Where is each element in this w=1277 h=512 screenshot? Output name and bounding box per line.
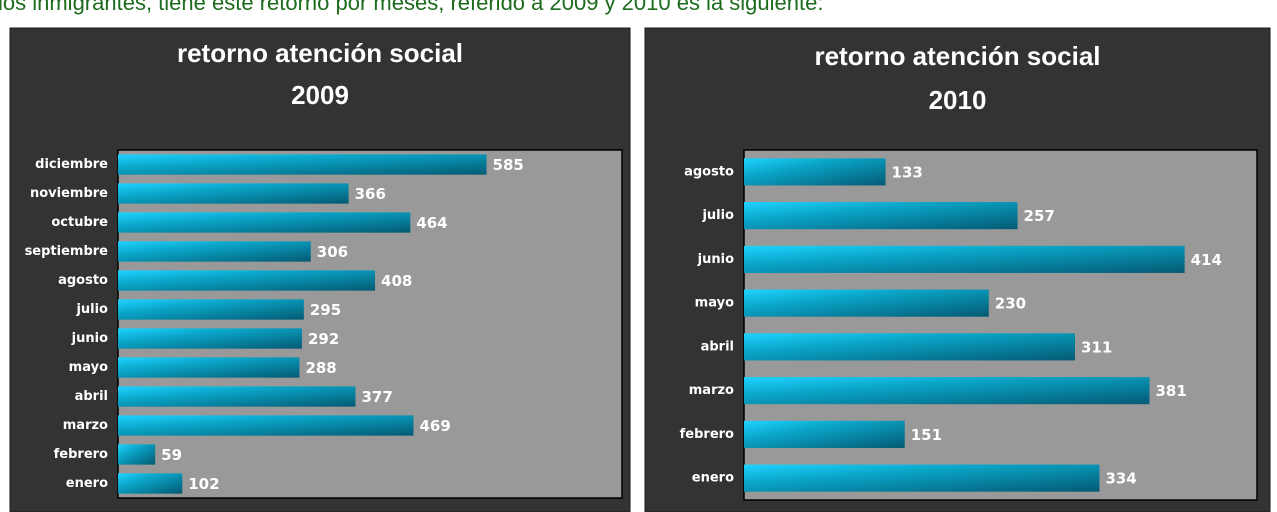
value-label: 464 [416,214,447,232]
bar [118,415,414,436]
bar [744,464,1100,492]
category-label: noviembre [30,186,108,201]
category-label: julio [701,208,734,223]
bar [744,420,905,448]
bar [118,328,302,349]
value-label: 311 [1081,338,1112,356]
value-label: 59 [161,446,182,464]
chart-title: retorno atención social [814,41,1100,71]
category-label: octubre [51,215,108,230]
category-label: enero [692,471,734,486]
bar [744,377,1150,405]
chart-subtitle: 2010 [929,85,987,115]
value-label: 408 [381,272,412,290]
chart-subtitle: 2009 [291,80,349,110]
category-label: junio [71,331,108,346]
category-label: diciembre [35,157,108,172]
value-label: 295 [310,301,341,319]
bar [744,158,886,186]
category-label: febrero [54,447,108,462]
bar [118,299,304,320]
category-label: mayo [69,360,108,375]
bar [118,473,183,494]
bar [118,444,156,465]
value-label: 133 [892,163,923,181]
bar [118,154,487,175]
category-label: julio [75,302,108,317]
bar [118,386,356,407]
value-label: 102 [188,475,219,493]
category-label: agosto [58,273,108,288]
value-label: 366 [355,185,386,203]
category-label: enero [66,476,108,491]
value-label: 306 [317,243,348,261]
category-label: junio [697,252,734,267]
category-label: marzo [689,383,734,398]
bar [118,357,300,378]
value-label: 151 [911,426,942,444]
category-label: septiembre [25,244,109,259]
bar [118,270,376,291]
category-label: agosto [684,164,734,179]
category-label: febrero [680,427,734,442]
bar [744,202,1018,230]
value-label: 381 [1156,382,1187,400]
bar [118,212,411,233]
chart-title: retorno atención social [177,38,463,68]
value-label: 288 [305,359,336,377]
value-label: 230 [995,295,1026,313]
intro-text: los inmigrantes, tiene este retorno por … [0,0,823,15]
plot-area [117,149,623,499]
bar [118,183,349,204]
bar [744,245,1185,273]
value-label: 469 [419,417,450,435]
value-label: 292 [308,330,339,348]
category-label: marzo [63,418,108,433]
category-label: mayo [695,296,734,311]
bar [744,289,989,317]
value-label: 377 [362,388,393,406]
value-label: 334 [1105,470,1136,488]
value-label: 585 [493,156,524,174]
category-label: abril [701,339,734,354]
category-label: abril [75,389,108,404]
bar [118,241,311,262]
value-label: 414 [1191,251,1222,269]
bar [744,333,1076,361]
value-label: 257 [1024,207,1055,225]
